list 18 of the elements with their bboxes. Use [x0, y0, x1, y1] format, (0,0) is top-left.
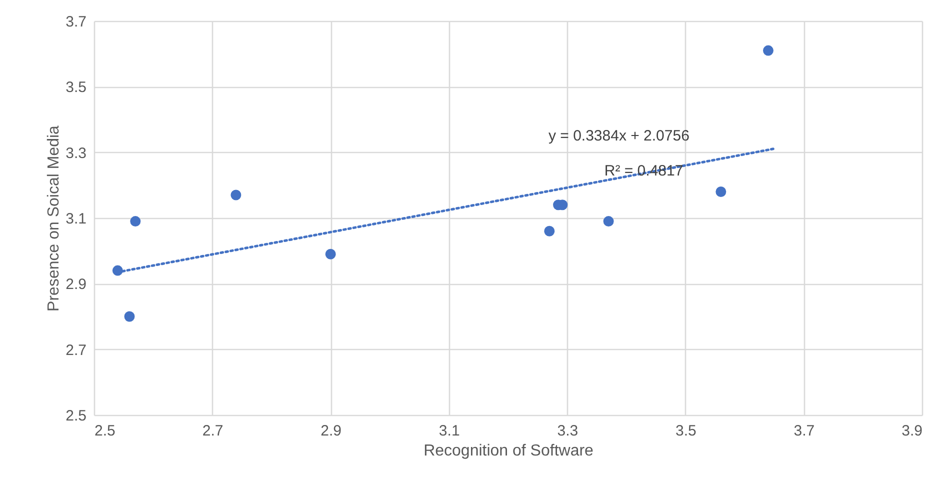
y-tick-label: 3.3	[66, 144, 86, 162]
y-tick-label: 2.9	[66, 276, 86, 294]
x-tick-label: 2.5	[94, 422, 116, 440]
x-tick-label: 3.5	[676, 422, 696, 440]
x-tick-label: 3.1	[438, 422, 460, 440]
x-tick-label: 3.7	[794, 422, 815, 440]
x-tick-label: 2.7	[202, 422, 224, 440]
y-tick-label: 3.1	[66, 210, 86, 228]
y-tick-label: 3.7	[66, 14, 86, 30]
x-tick-label: 3.9	[902, 422, 922, 440]
x-axis-title: Recognition of Software	[424, 442, 594, 460]
y-tick-label: 3.5	[66, 79, 86, 96]
x-tick-label: 2.9	[320, 422, 342, 440]
x-tick-label: 3.3	[557, 422, 578, 440]
y-tick-label: 2.7	[66, 342, 86, 359]
y-tick-label: 2.5	[66, 408, 86, 424]
y-axis-title: Presence on Soical Media	[46, 125, 63, 312]
annotation: y = 0.3384x + 2.0756	[548, 127, 690, 144]
